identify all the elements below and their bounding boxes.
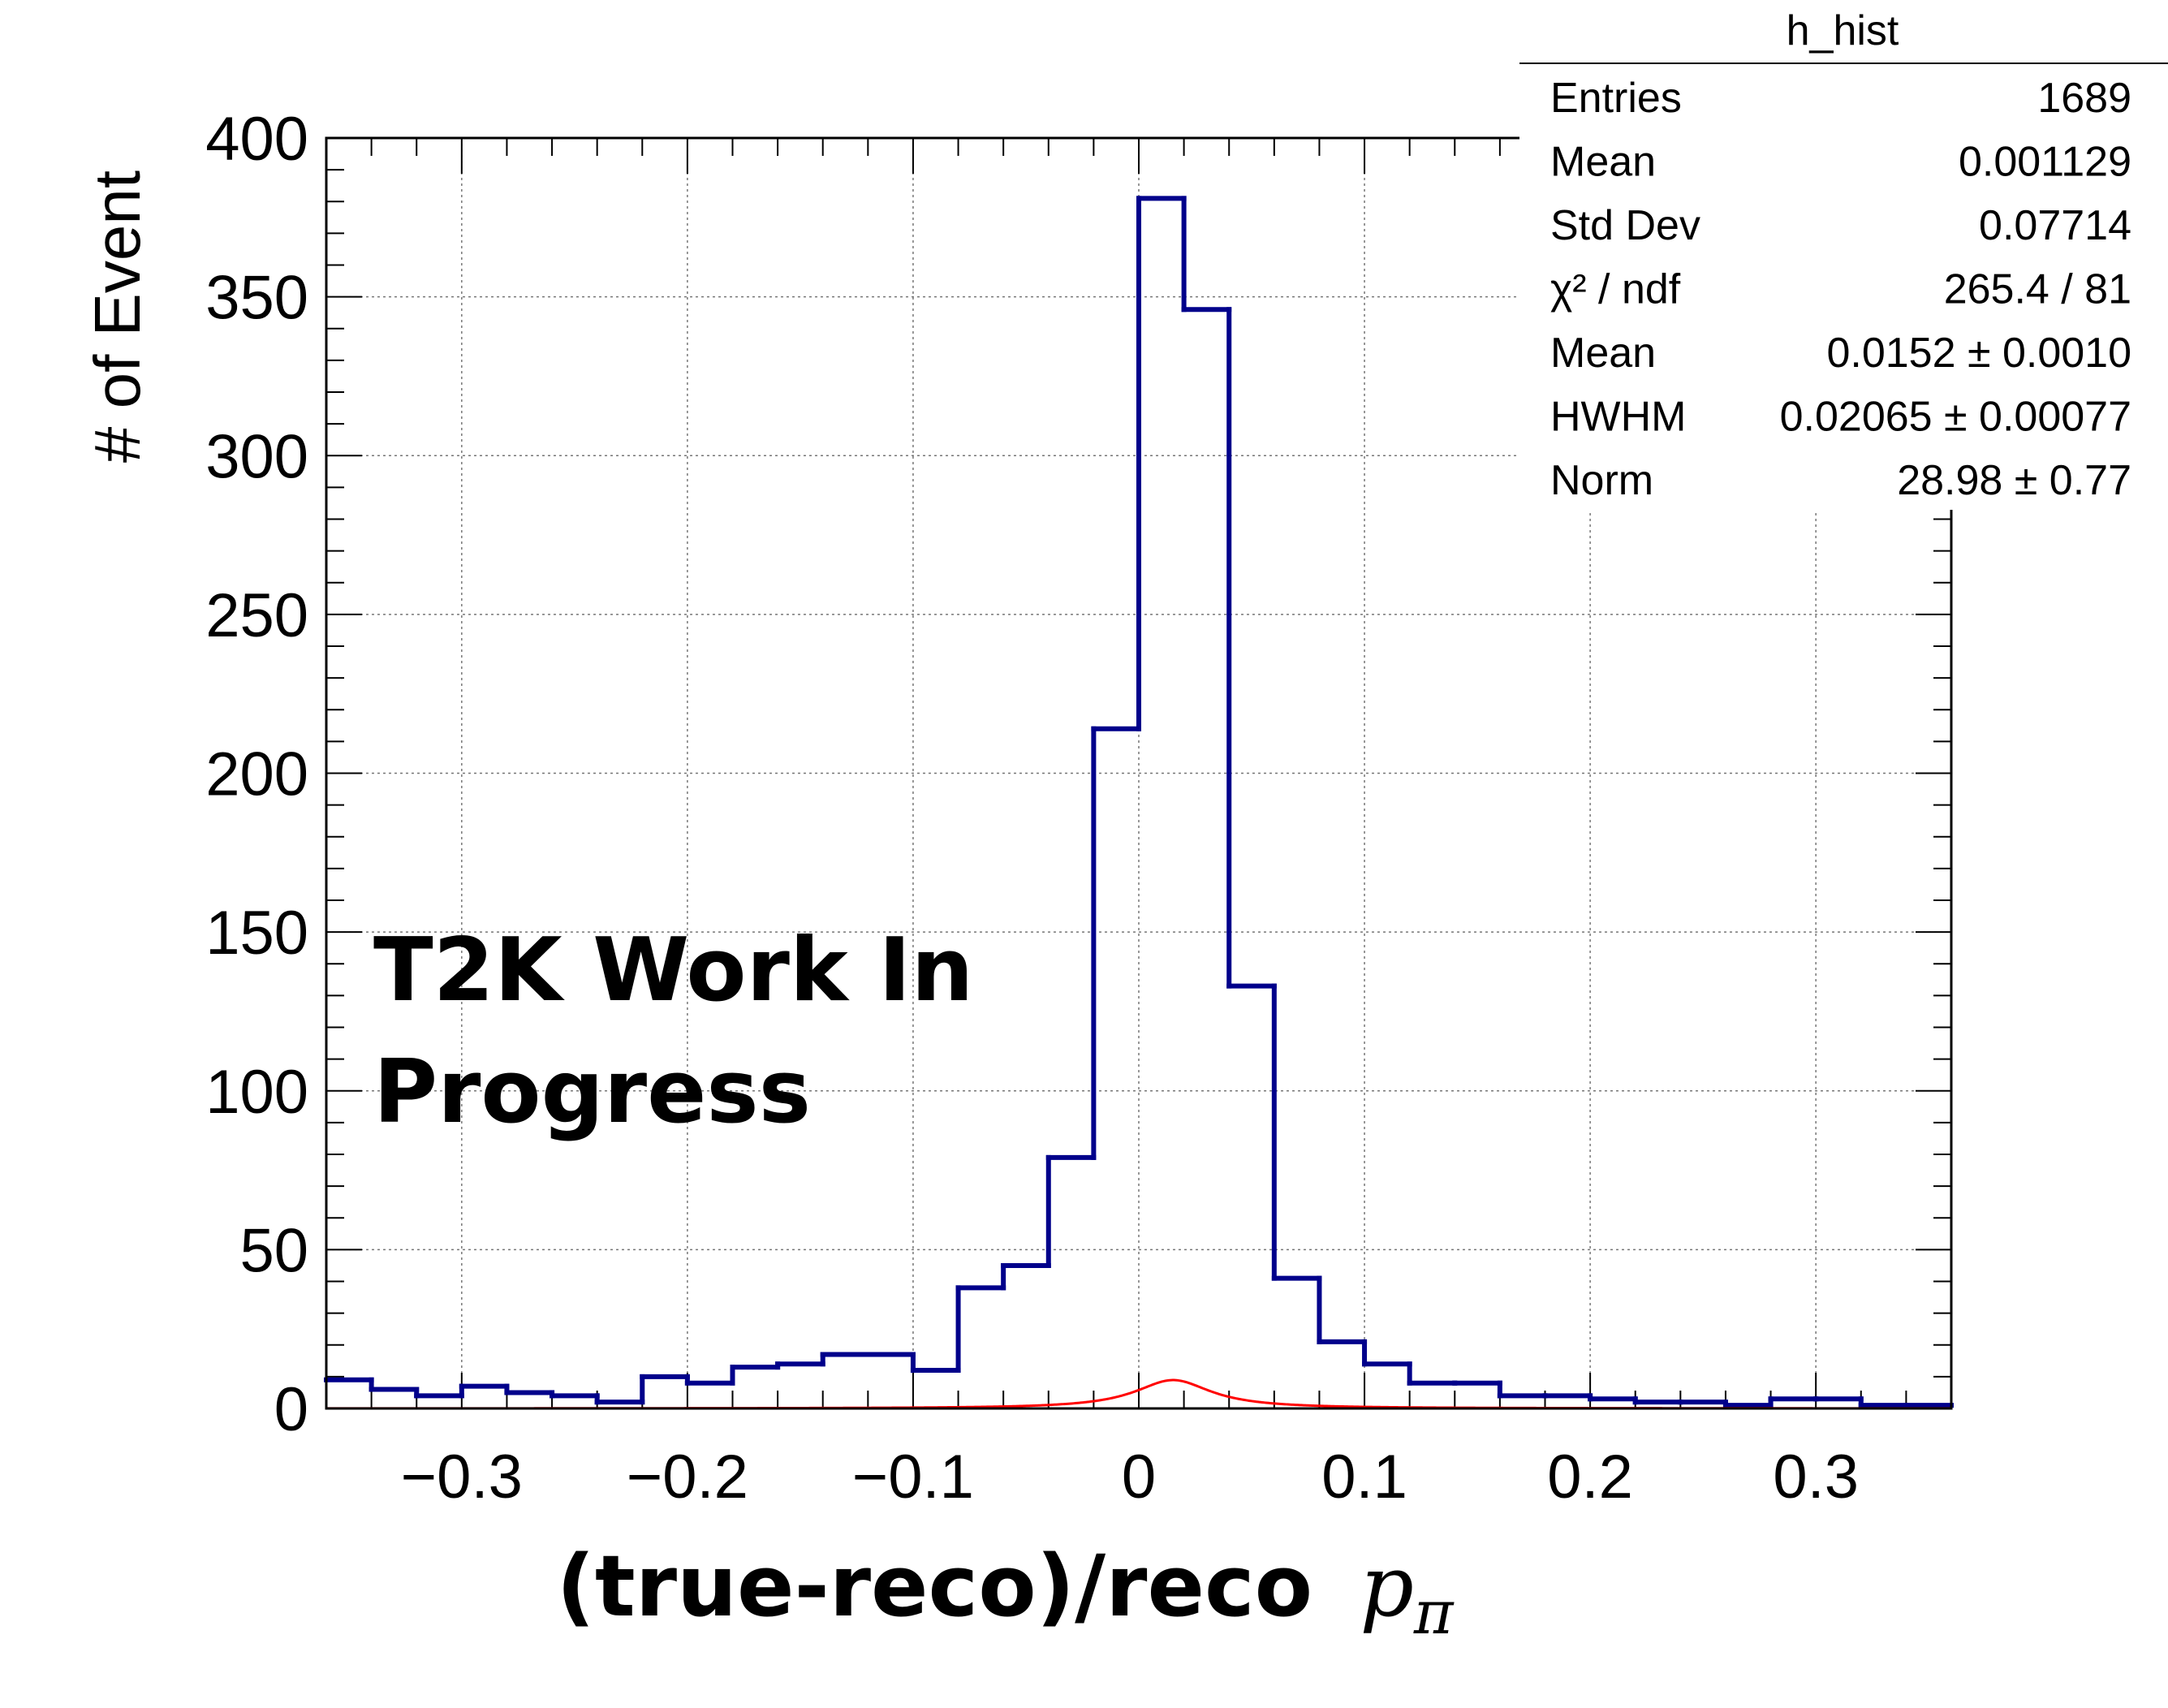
plot-frame <box>325 136 1953 1410</box>
stats-row-value: 265.4 / 81 <box>1944 266 2131 313</box>
x-axis-title-text: (true-reco)/reco <box>556 1537 1312 1636</box>
stats-row-value: 1689 <box>2037 75 2131 122</box>
stats-row-value: 0.001129 <box>1959 139 2131 186</box>
annotation-line: T2K Work In <box>373 920 973 1021</box>
stats-row-label: Mean <box>1550 330 1656 377</box>
x-axis-title-symbol: p <box>1360 1537 1414 1636</box>
x-axis-title: (true-reco)/reco pπ <box>556 1537 1454 1648</box>
x-tick-label: −0.3 <box>401 1443 523 1512</box>
stats-row-label: Entries <box>1550 75 1682 122</box>
x-axis-title-subscript: π <box>1413 1578 1455 1648</box>
stats-row-label: Norm <box>1550 457 1653 504</box>
y-tick-label: 400 <box>205 105 308 174</box>
work-in-progress-label: T2K Work In Progress <box>373 920 973 1143</box>
y-tick-label: 300 <box>205 422 308 491</box>
annotation-line: Progress <box>373 1042 811 1143</box>
y-axis-title: # of Event <box>81 170 153 463</box>
y-tick-label: 200 <box>205 740 308 809</box>
x-tick-label: 0.3 <box>1773 1443 1859 1512</box>
y-tick-labels: 0 50 100 150 200 250 300 350 400 <box>205 105 308 1444</box>
y-tick-label: 100 <box>205 1058 308 1127</box>
histogram-series <box>324 196 1954 1408</box>
x-tick-labels: −0.3 −0.2 −0.1 0 0.1 0.2 0.3 <box>401 1443 1859 1512</box>
y-tick-label: 150 <box>205 899 308 968</box>
x-tick-label: −0.2 <box>627 1443 748 1512</box>
stats-row-label: HWHM <box>1550 394 1687 441</box>
stats-row-value: 0.0152 ± 0.0010 <box>1826 330 2131 377</box>
stats-row-label: Mean <box>1550 139 1656 186</box>
stats-box-title: h_hist <box>1787 7 1899 54</box>
y-tick-label: 0 <box>274 1375 308 1444</box>
y-tick-label: 50 <box>239 1216 308 1285</box>
y-tick-label: 250 <box>205 581 308 650</box>
stats-row-value: 28.98 ± 0.77 <box>1897 457 2131 504</box>
stats-row-label: Std Dev <box>1550 202 1700 249</box>
x-tick-label: 0.1 <box>1321 1443 1407 1512</box>
x-tick-label: 0 <box>1122 1443 1156 1512</box>
stats-box: h_hist Entries 1689 Mean 0.001129 Std Dev 0.0… <box>1519 0 2168 510</box>
x-tick-label: 0.2 <box>1547 1443 1633 1512</box>
stats-row-label: χ² / ndf <box>1550 266 1681 313</box>
x-tick-label: −0.1 <box>852 1443 974 1512</box>
y-tick-label: 350 <box>205 264 308 333</box>
stats-box-rows: Entries 1689 Mean 0.001129 Std Dev 0.07714 χ² … <box>1550 75 2131 504</box>
stats-row-value: 0.02065 ± 0.00077 <box>1780 394 2131 441</box>
stats-row-value: 0.07714 <box>1979 202 2131 249</box>
